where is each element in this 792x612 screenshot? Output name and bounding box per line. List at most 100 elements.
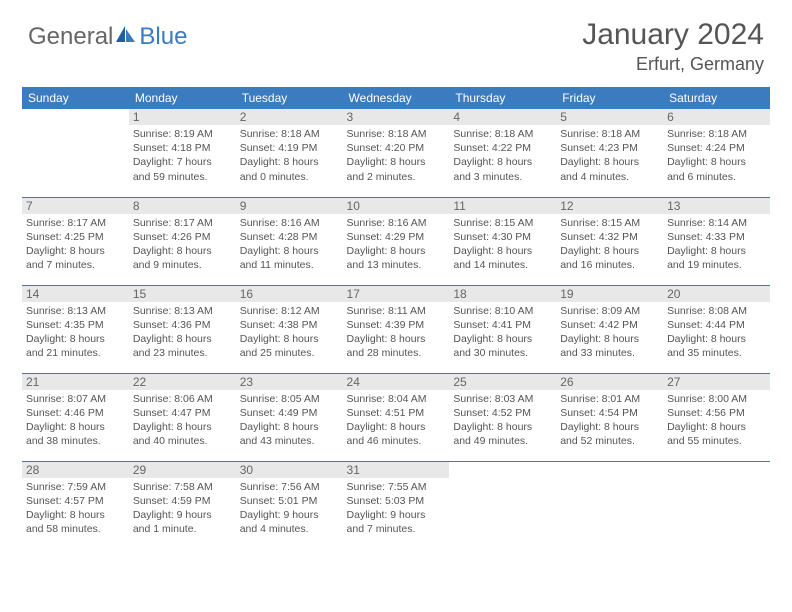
calendar-cell: 18Sunrise: 8:10 AMSunset: 4:41 PMDayligh… xyxy=(449,285,556,373)
sunrise-line: Sunrise: 8:08 AM xyxy=(667,304,766,318)
day-number: 1 xyxy=(129,109,236,125)
daylight-line: and 6 minutes. xyxy=(667,170,766,184)
day-number: 29 xyxy=(129,462,236,478)
sunset-line: Sunset: 5:01 PM xyxy=(240,494,339,508)
calendar-cell: 12Sunrise: 8:15 AMSunset: 4:32 PMDayligh… xyxy=(556,197,663,285)
calendar-cell: 19Sunrise: 8:09 AMSunset: 4:42 PMDayligh… xyxy=(556,285,663,373)
day-number: 6 xyxy=(663,109,770,125)
daylight-line: Daylight: 8 hours xyxy=(133,332,232,346)
daylight-line: and 35 minutes. xyxy=(667,346,766,360)
daylight-line: and 13 minutes. xyxy=(347,258,446,272)
sunrise-line: Sunrise: 8:12 AM xyxy=(240,304,339,318)
daylight-line: and 4 minutes. xyxy=(560,170,659,184)
daylight-line: and 19 minutes. xyxy=(667,258,766,272)
sunrise-line: Sunrise: 7:56 AM xyxy=(240,480,339,494)
day-number: 27 xyxy=(663,374,770,390)
daylight-line: Daylight: 8 hours xyxy=(133,244,232,258)
daylight-line: Daylight: 7 hours xyxy=(133,155,232,169)
sunrise-line: Sunrise: 7:58 AM xyxy=(133,480,232,494)
day-number: 30 xyxy=(236,462,343,478)
sunrise-line: Sunrise: 8:10 AM xyxy=(453,304,552,318)
calendar-cell: 21Sunrise: 8:07 AMSunset: 4:46 PMDayligh… xyxy=(22,373,129,461)
daylight-line: Daylight: 8 hours xyxy=(667,332,766,346)
calendar-cell: 16Sunrise: 8:12 AMSunset: 4:38 PMDayligh… xyxy=(236,285,343,373)
sunrise-line: Sunrise: 8:03 AM xyxy=(453,392,552,406)
col-thursday: Thursday xyxy=(449,87,556,109)
day-number: 3 xyxy=(343,109,450,125)
calendar-header-row: Sunday Monday Tuesday Wednesday Thursday… xyxy=(22,87,770,109)
logo-text-blue: Blue xyxy=(139,25,187,49)
calendar-cell: 9Sunrise: 8:16 AMSunset: 4:28 PMDaylight… xyxy=(236,197,343,285)
sunset-line: Sunset: 4:25 PM xyxy=(26,230,125,244)
header: General Blue January 2024 Erfurt, German… xyxy=(0,0,792,83)
daylight-line: Daylight: 8 hours xyxy=(240,420,339,434)
day-number: 12 xyxy=(556,198,663,214)
sunrise-line: Sunrise: 8:13 AM xyxy=(26,304,125,318)
daylight-line: Daylight: 8 hours xyxy=(26,508,125,522)
sunrise-line: Sunrise: 8:13 AM xyxy=(133,304,232,318)
day-number: 14 xyxy=(22,286,129,302)
col-wednesday: Wednesday xyxy=(343,87,450,109)
calendar-table: Sunday Monday Tuesday Wednesday Thursday… xyxy=(22,87,770,549)
col-sunday: Sunday xyxy=(22,87,129,109)
calendar-cell: 23Sunrise: 8:05 AMSunset: 4:49 PMDayligh… xyxy=(236,373,343,461)
sunset-line: Sunset: 4:56 PM xyxy=(667,406,766,420)
daylight-line: and 2 minutes. xyxy=(347,170,446,184)
day-number: 18 xyxy=(449,286,556,302)
calendar-row: 7Sunrise: 8:17 AMSunset: 4:25 PMDaylight… xyxy=(22,197,770,285)
calendar-cell: 24Sunrise: 8:04 AMSunset: 4:51 PMDayligh… xyxy=(343,373,450,461)
calendar-cell: 30Sunrise: 7:56 AMSunset: 5:01 PMDayligh… xyxy=(236,461,343,549)
calendar-cell: 11Sunrise: 8:15 AMSunset: 4:30 PMDayligh… xyxy=(449,197,556,285)
location-label: Erfurt, Germany xyxy=(582,54,764,75)
sunset-line: Sunset: 4:39 PM xyxy=(347,318,446,332)
sunset-line: Sunset: 4:47 PM xyxy=(133,406,232,420)
calendar-cell: 31Sunrise: 7:55 AMSunset: 5:03 PMDayligh… xyxy=(343,461,450,549)
day-number: 13 xyxy=(663,198,770,214)
daylight-line: and 55 minutes. xyxy=(667,434,766,448)
day-number: 4 xyxy=(449,109,556,125)
sunrise-line: Sunrise: 8:09 AM xyxy=(560,304,659,318)
daylight-line: and 33 minutes. xyxy=(560,346,659,360)
daylight-line: Daylight: 8 hours xyxy=(560,244,659,258)
sunrise-line: Sunrise: 8:06 AM xyxy=(133,392,232,406)
daylight-line: and 40 minutes. xyxy=(133,434,232,448)
day-number: 25 xyxy=(449,374,556,390)
calendar-cell: 10Sunrise: 8:16 AMSunset: 4:29 PMDayligh… xyxy=(343,197,450,285)
calendar-cell: 28Sunrise: 7:59 AMSunset: 4:57 PMDayligh… xyxy=(22,461,129,549)
daylight-line: and 23 minutes. xyxy=(133,346,232,360)
sunset-line: Sunset: 4:30 PM xyxy=(453,230,552,244)
sunset-line: Sunset: 4:36 PM xyxy=(133,318,232,332)
daylight-line: Daylight: 8 hours xyxy=(133,420,232,434)
day-number: 21 xyxy=(22,374,129,390)
daylight-line: and 46 minutes. xyxy=(347,434,446,448)
sunrise-line: Sunrise: 8:18 AM xyxy=(240,127,339,141)
sunrise-line: Sunrise: 8:15 AM xyxy=(560,216,659,230)
calendar-cell: 17Sunrise: 8:11 AMSunset: 4:39 PMDayligh… xyxy=(343,285,450,373)
daylight-line: and 38 minutes. xyxy=(26,434,125,448)
daylight-line: Daylight: 8 hours xyxy=(26,244,125,258)
calendar-cell xyxy=(449,461,556,549)
day-number: 19 xyxy=(556,286,663,302)
day-number: 15 xyxy=(129,286,236,302)
col-friday: Friday xyxy=(556,87,663,109)
sunrise-line: Sunrise: 8:19 AM xyxy=(133,127,232,141)
calendar-cell xyxy=(556,461,663,549)
daylight-line: and 30 minutes. xyxy=(453,346,552,360)
sunset-line: Sunset: 4:57 PM xyxy=(26,494,125,508)
calendar-row: 28Sunrise: 7:59 AMSunset: 4:57 PMDayligh… xyxy=(22,461,770,549)
sunset-line: Sunset: 4:51 PM xyxy=(347,406,446,420)
calendar-cell xyxy=(663,461,770,549)
daylight-line: and 58 minutes. xyxy=(26,522,125,536)
daylight-line: and 7 minutes. xyxy=(26,258,125,272)
calendar-cell: 4Sunrise: 8:18 AMSunset: 4:22 PMDaylight… xyxy=(449,109,556,197)
daylight-line: Daylight: 8 hours xyxy=(667,420,766,434)
daylight-line: Daylight: 8 hours xyxy=(560,332,659,346)
sunrise-line: Sunrise: 8:11 AM xyxy=(347,304,446,318)
sunset-line: Sunset: 4:44 PM xyxy=(667,318,766,332)
day-number: 10 xyxy=(343,198,450,214)
sunrise-line: Sunrise: 8:01 AM xyxy=(560,392,659,406)
calendar-cell: 27Sunrise: 8:00 AMSunset: 4:56 PMDayligh… xyxy=(663,373,770,461)
sail-icon xyxy=(115,24,137,49)
daylight-line: Daylight: 8 hours xyxy=(347,332,446,346)
daylight-line: Daylight: 8 hours xyxy=(347,244,446,258)
